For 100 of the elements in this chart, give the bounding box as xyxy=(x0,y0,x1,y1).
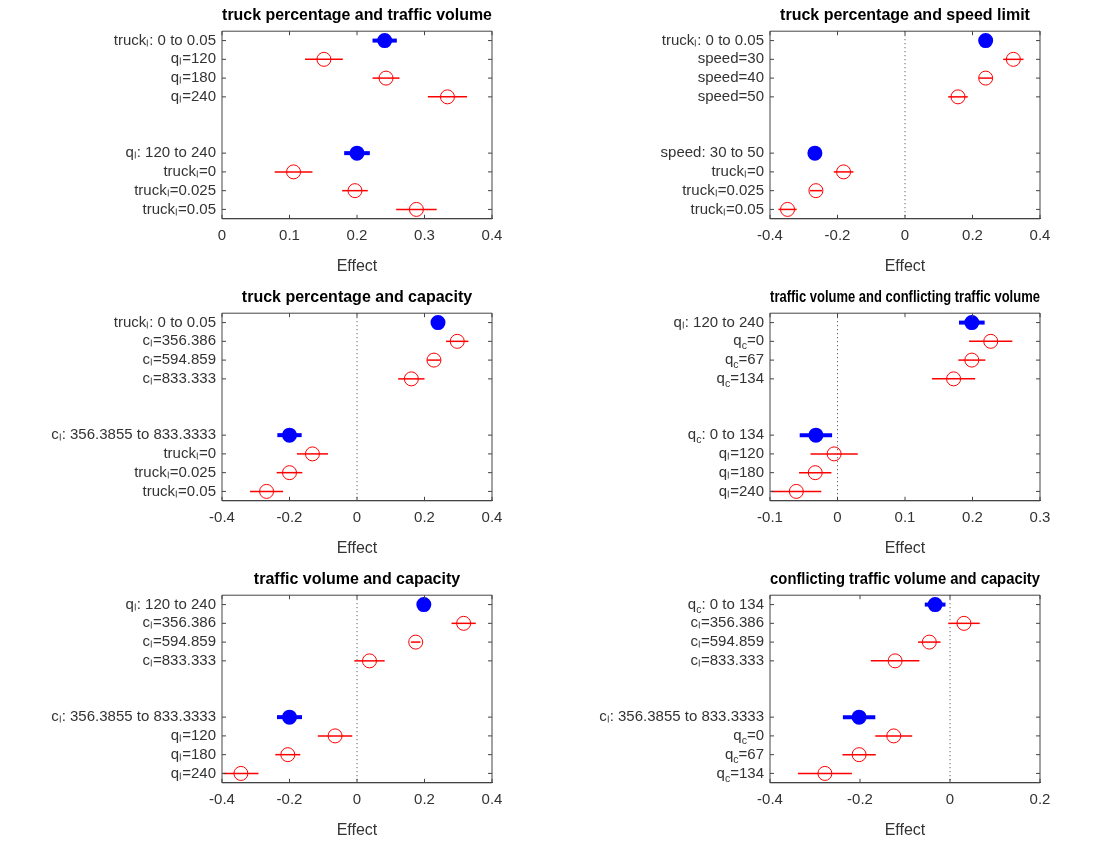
x-tick-label: -0.4 xyxy=(757,225,783,243)
point xyxy=(1005,51,1021,67)
x-tick-label: 0.1 xyxy=(279,225,300,243)
point xyxy=(780,201,796,217)
point xyxy=(956,615,972,631)
point xyxy=(378,70,394,86)
y-tick-label: cₗ=356.386 xyxy=(142,613,216,631)
y-tick-label: qₗ: 120 to 240 xyxy=(125,143,216,161)
y-tick-label: truckₗ=0 xyxy=(163,444,216,462)
point xyxy=(950,89,966,105)
x-tick-label: 0 xyxy=(945,789,955,807)
point xyxy=(426,352,442,368)
y-tick-label: cₗ: 356.3855 to 833.3333 xyxy=(51,425,217,443)
chart-title: conflicting traffic volume and capacity xyxy=(770,569,1041,588)
point xyxy=(964,352,980,368)
point xyxy=(282,465,297,481)
point xyxy=(416,597,432,613)
point xyxy=(280,747,296,763)
x-tick-label: 0.4 xyxy=(481,225,503,243)
y-tick-label: speed=50 xyxy=(697,87,765,104)
y-tick-label: cₗ=833.333 xyxy=(142,369,216,386)
y-tick-label: cₗ=594.859 xyxy=(142,350,216,368)
point xyxy=(817,765,833,781)
point xyxy=(449,333,465,349)
y-tick-label: qₗ: 120 to 240 xyxy=(125,594,216,612)
point xyxy=(808,427,824,443)
y-tick-label: cₗ: 356.3855 to 833.3333 xyxy=(51,707,217,725)
x-axis-title: Effect xyxy=(884,538,926,556)
y-tick-label: qₗ=240 xyxy=(718,481,765,499)
point xyxy=(978,33,994,49)
x-axis-title: Effect xyxy=(884,256,926,274)
point xyxy=(851,709,867,725)
x-tick-label: -0.2 xyxy=(276,507,303,525)
x-tick-label: 0 xyxy=(217,225,227,243)
x-tick-label: -0.2 xyxy=(824,225,851,243)
point xyxy=(327,728,343,744)
y-tick-label: qₗ: 120 to 240 xyxy=(673,312,764,330)
x-tick-label: -0.4 xyxy=(209,789,235,807)
x-tick-label: 0.1 xyxy=(894,507,916,525)
point xyxy=(282,427,297,443)
point xyxy=(964,315,980,331)
y-tick-label: cₗ=833.333 xyxy=(690,651,764,668)
point xyxy=(836,164,852,180)
y-tick-label: truckₗ=0.025 xyxy=(682,180,765,198)
x-tick-label: 0.2 xyxy=(962,225,983,243)
chart-title: traffic volume and conflicting traffic volume xyxy=(770,287,1040,306)
chart-title: truck percentage and capacity xyxy=(241,288,473,306)
x-axis-title: Effect xyxy=(336,256,378,274)
point xyxy=(808,183,824,199)
point xyxy=(886,728,902,744)
y-tick-label: qₗ=120 xyxy=(718,444,765,462)
chart-title: truck percentage and speed limit xyxy=(780,6,1031,24)
point xyxy=(983,333,999,349)
point xyxy=(259,483,275,499)
point xyxy=(304,446,320,462)
y-tick-label: qₗ=240 xyxy=(170,87,217,104)
y-tick-label: speed: 30 to 50 xyxy=(660,143,764,161)
y-tick-label: cₗ: 356.3855 to 833.3333 xyxy=(599,707,765,725)
y-tick-label: cₗ=833.333 xyxy=(142,651,216,668)
point xyxy=(408,634,424,650)
point xyxy=(826,446,842,462)
point xyxy=(361,653,377,669)
x-tick-label: -0.2 xyxy=(276,789,303,807)
y-tick-label: truckₗ=0 xyxy=(711,162,764,180)
y-tick-label: truckₗ: 0 to 0.05 xyxy=(113,312,217,330)
x-tick-label: -0.4 xyxy=(757,789,783,807)
point xyxy=(807,465,823,481)
x-tick-label: 0.3 xyxy=(1029,507,1051,525)
y-tick-label: truckₗ=0.05 xyxy=(142,199,217,217)
y-tick-label: speed=30 xyxy=(697,49,765,67)
y-tick-label: qₗ=180 xyxy=(170,744,217,762)
point xyxy=(927,597,943,613)
point xyxy=(807,145,823,161)
chart-title: traffic volume and capacity xyxy=(253,570,461,588)
y-tick-label: truckₗ=0.025 xyxy=(134,462,217,480)
point xyxy=(282,709,297,725)
y-tick-label: truckₗ: 0 to 0.05 xyxy=(661,30,765,48)
y-tick-label: truckₗ=0.05 xyxy=(142,481,217,499)
y-tick-label: qₗ=120 xyxy=(170,726,217,744)
point xyxy=(286,164,302,180)
x-tick-label: 0.2 xyxy=(1029,789,1051,807)
x-tick-label: 0 xyxy=(352,507,362,525)
y-tick-label: cₗ=356.386 xyxy=(690,613,764,631)
point xyxy=(978,70,994,86)
x-tick-label: 0 xyxy=(352,789,362,807)
x-tick-label: -0.1 xyxy=(757,507,783,525)
y-tick-label: truckₗ=0.05 xyxy=(690,199,765,217)
point xyxy=(403,371,419,387)
x-tick-label: -0.2 xyxy=(847,789,873,807)
point xyxy=(788,483,804,499)
x-tick-label: 0 xyxy=(833,507,842,525)
y-tick-label: truckₗ=0.025 xyxy=(134,180,217,198)
point xyxy=(233,765,249,781)
point xyxy=(456,615,472,631)
point xyxy=(408,201,424,217)
x-axis-title: Effect xyxy=(336,820,378,838)
x-tick-label: 0 xyxy=(900,225,910,243)
chart-title: truck percentage and traffic volume xyxy=(222,5,493,24)
x-tick-label: 0.4 xyxy=(481,507,503,525)
point xyxy=(439,89,455,105)
